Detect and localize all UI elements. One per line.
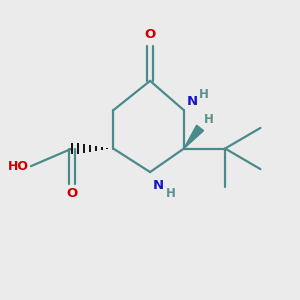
Text: H: H bbox=[199, 88, 209, 101]
Text: H: H bbox=[204, 113, 214, 126]
Text: O: O bbox=[67, 188, 78, 200]
Text: H: H bbox=[165, 188, 175, 200]
Text: N: N bbox=[186, 95, 197, 108]
Polygon shape bbox=[184, 125, 204, 148]
Text: O: O bbox=[145, 28, 156, 41]
Text: HO: HO bbox=[8, 160, 29, 173]
Text: N: N bbox=[152, 179, 164, 192]
